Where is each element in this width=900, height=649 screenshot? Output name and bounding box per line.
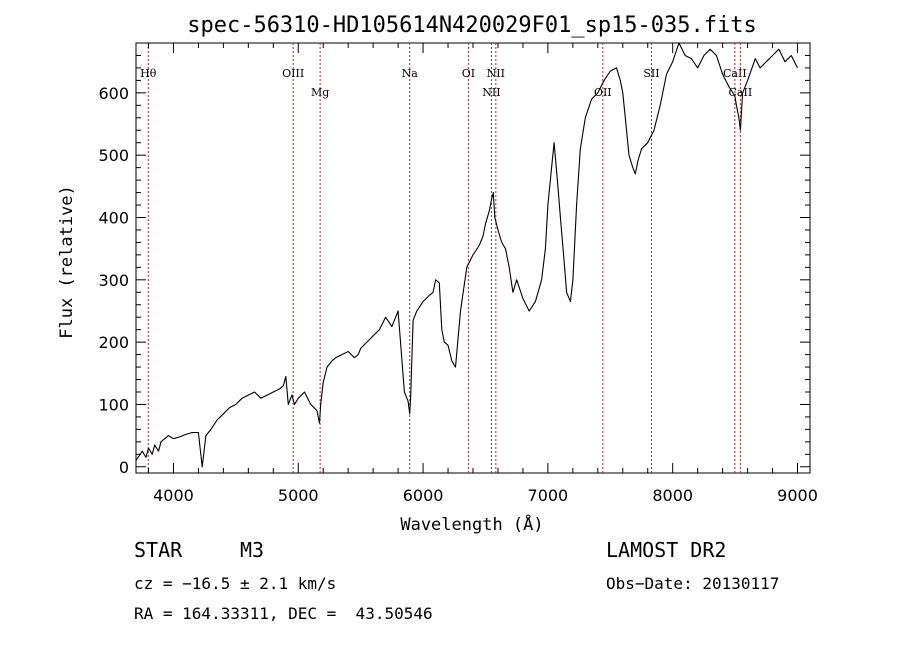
object-subclass: M3 [240,538,265,562]
y-tick-label: 600 [98,84,129,103]
x-tick-label: 4000 [153,486,194,505]
y-tick-label: 500 [98,146,129,165]
y-tick-label: 200 [98,333,129,352]
velocity-readout: cz = −16.5 ± 2.1 km/s [134,574,337,593]
y-tick-label: 100 [98,395,129,414]
plot-frame [135,42,811,474]
line-marker-label: SII [643,67,659,80]
survey-label: LAMOST DR2 [606,538,727,562]
coordinates-readout: RA = 164.33311, DEC = 43.50546 [134,604,433,623]
line-marker-label: Mg [311,86,329,99]
observation-date: Obs−Date: 20130117 [606,574,780,593]
y-axis-title: Flux (relative) [57,185,77,339]
x-axis-title: Wavelength (Å) [400,513,543,535]
line-marker-label: NII [487,67,505,80]
x-tick-label: 9000 [777,486,818,505]
line-marker-label: OI [462,67,475,80]
x-tick-label: 6000 [403,486,444,505]
chart-title: spec-56310-HD105614N420029F01_sp15-035.f… [187,13,757,38]
line-marker-label: OIII [282,67,304,80]
line-marker-label: NII [482,86,500,99]
y-tick-label: 0 [119,458,129,477]
x-tick-label: 5000 [278,486,319,505]
x-tick-label: 8000 [652,486,693,505]
line-marker-label: Hθ [140,67,157,80]
line-marker-label: Na [402,67,419,80]
axis-ticks: 4000 5000 6000 7000 8000 9000 0 100 200 300 400 500… [98,43,818,505]
x-tick-label: 7000 [528,486,569,505]
y-tick-label: 300 [98,271,129,290]
object-class: STAR [134,538,183,562]
y-tick-label: 400 [98,208,129,227]
spectrum-series-line [135,42,798,468]
line-marker-label: OII [594,86,612,99]
line-marker-label: CaII [723,67,747,80]
